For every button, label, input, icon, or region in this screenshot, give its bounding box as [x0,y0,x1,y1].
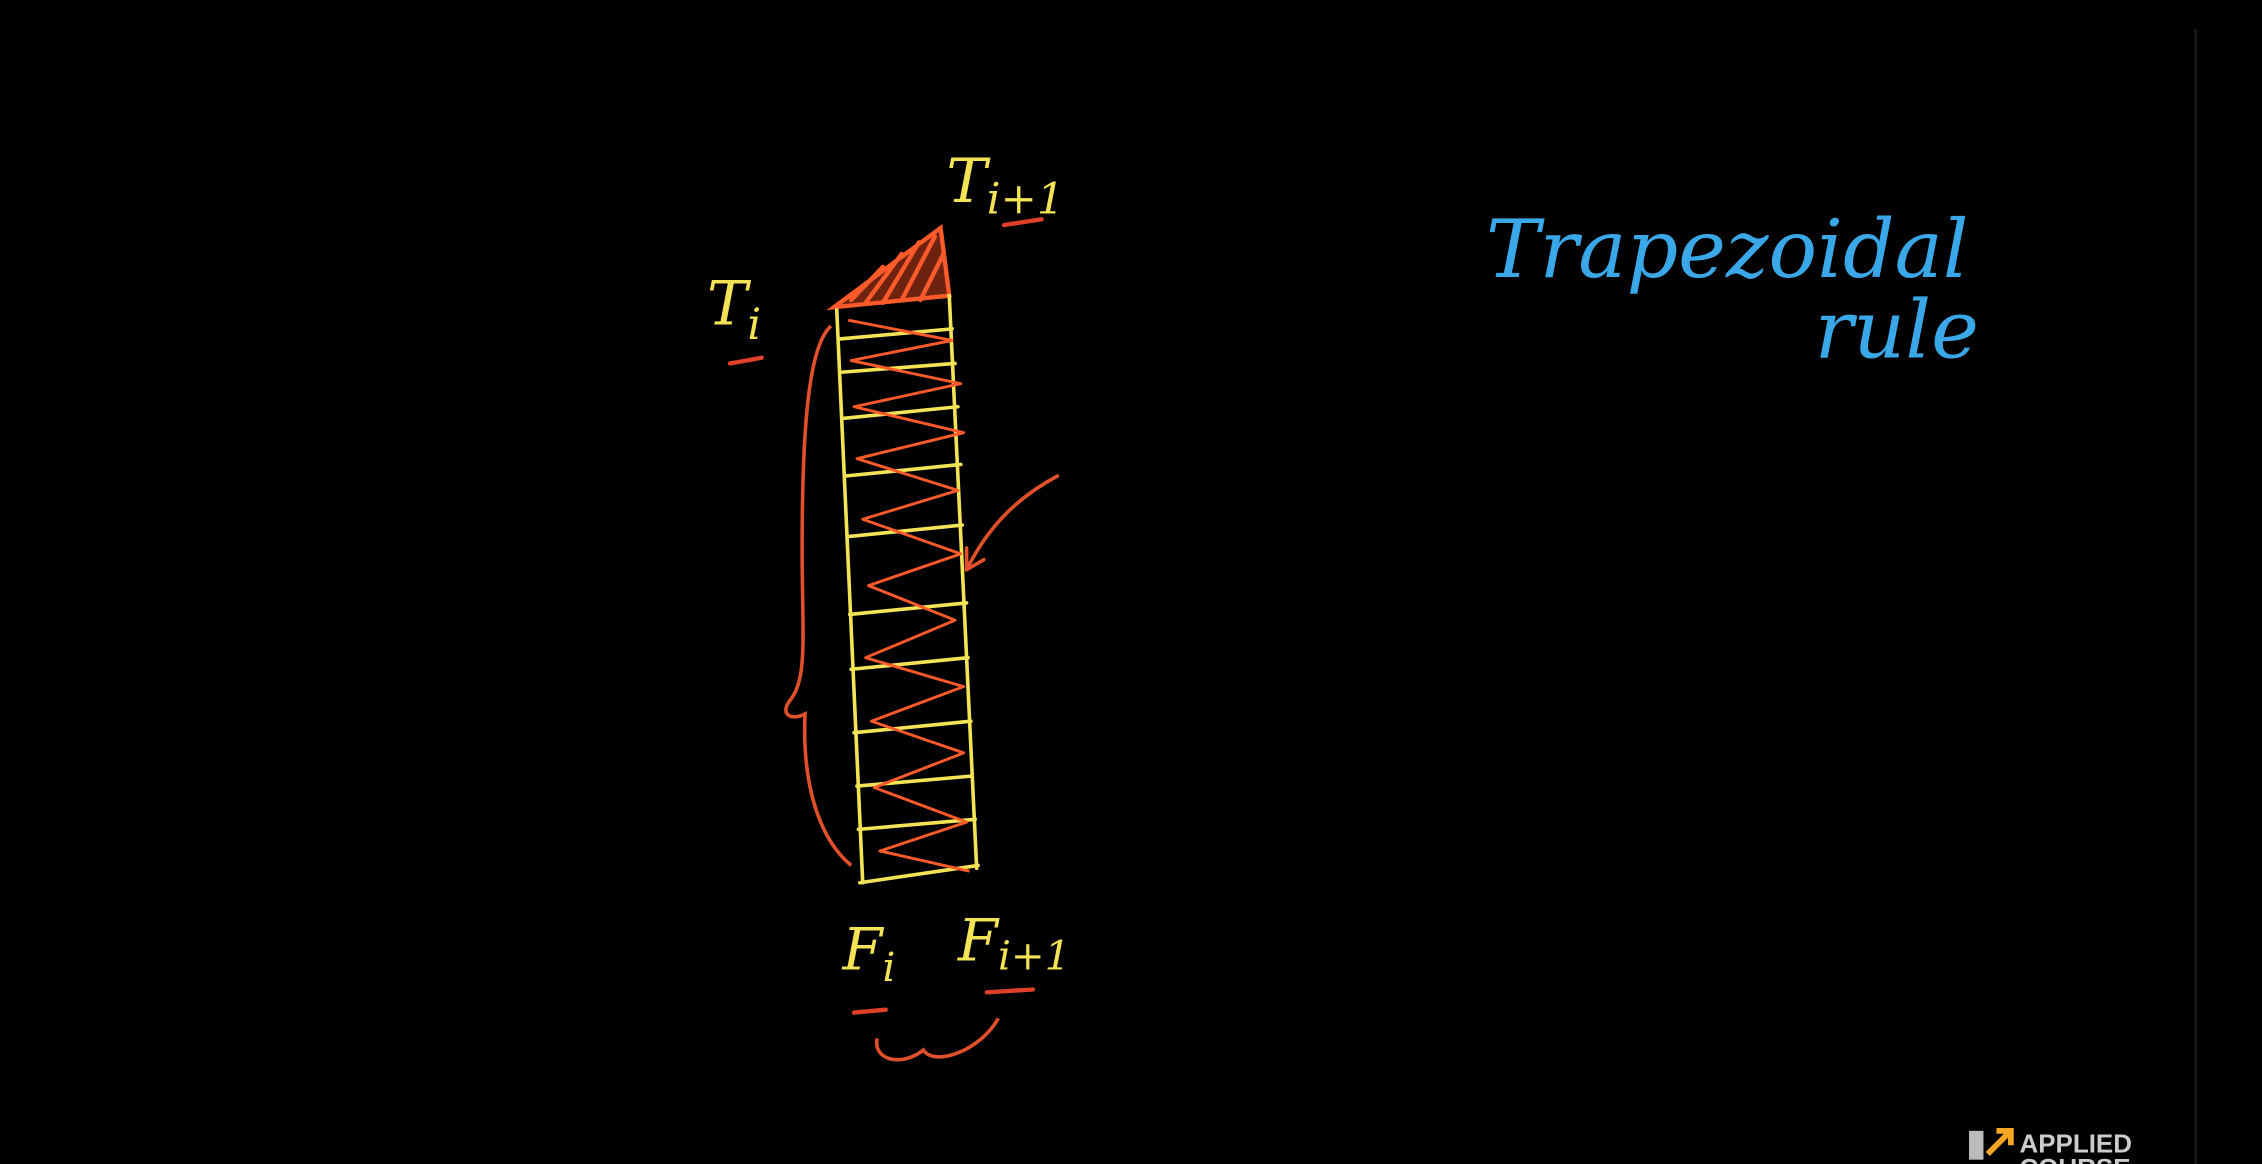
label-base: T [946,147,991,217]
label: Ti [707,270,761,350]
label-base: F [957,907,1000,975]
logo-text: APPLIED [2020,1128,2132,1158]
logo-text: COURSE [2020,1153,2131,1164]
strip [834,293,980,885]
logo: APPLIED COURSE [1969,1127,2132,1164]
label: Fi [842,915,896,991]
label-sub: i+1 [998,932,1070,979]
note: Trapezoidal rule [1486,203,1979,378]
underlines [727,217,1044,1015]
arrow [964,474,1060,572]
label-base: T [707,270,752,340]
bottom-brace [875,1017,1000,1062]
label: Ti+1 [946,147,1064,225]
labels: Ti+1 Ti Fi Fi+1 [707,147,1070,991]
label-base: F [842,915,885,983]
label: Fi+1 [957,907,1070,980]
note-line: Trapezoidal [1486,203,1969,297]
logo-arrow [1985,1127,2014,1156]
logo-icon [1969,1130,1984,1160]
label-sub: i [883,944,896,991]
note-line: rule [1815,284,1979,378]
shading [848,318,970,873]
top-triangle [826,223,952,311]
label-sub: i+1 [987,174,1065,224]
brace [784,324,853,867]
label-sub: i [747,300,761,350]
